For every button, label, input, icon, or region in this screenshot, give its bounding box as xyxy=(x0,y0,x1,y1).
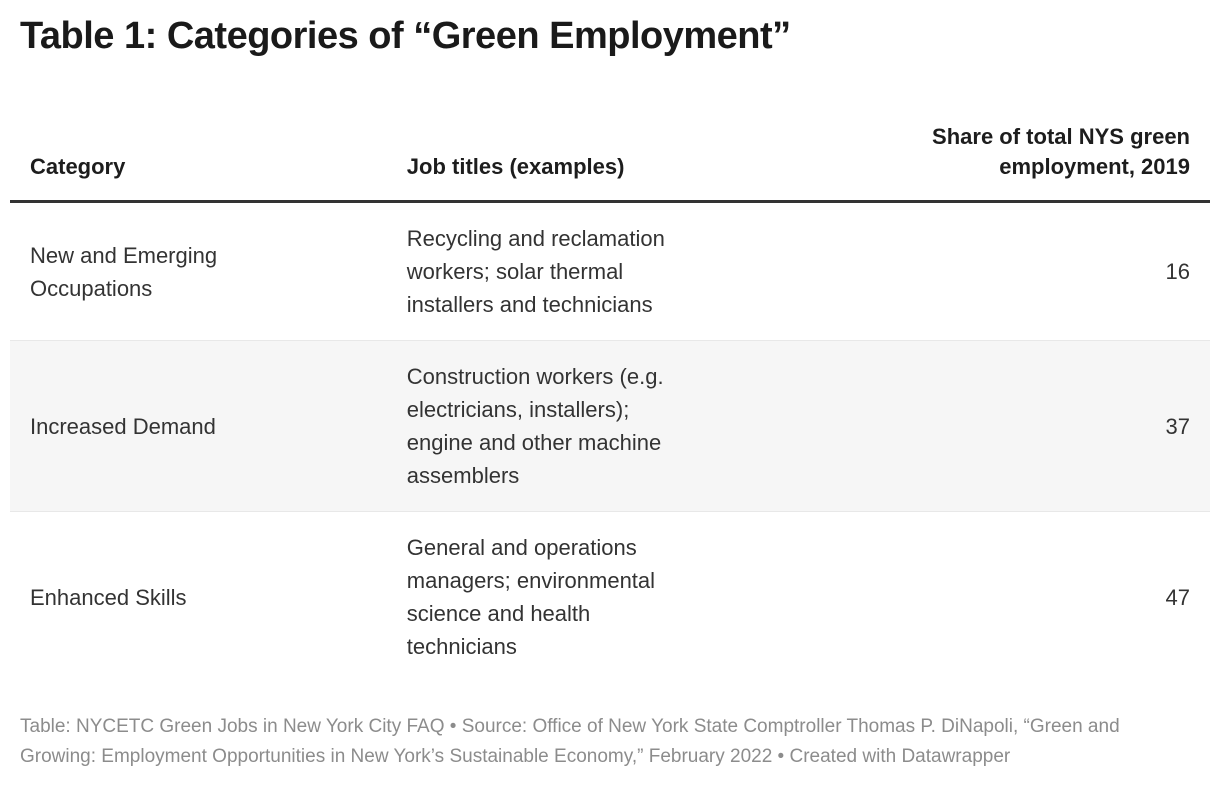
table-container: Category Job titles (examples) Share of … xyxy=(10,107,1210,683)
table-body: New and Emerging Occupations Recycling a… xyxy=(10,202,1210,683)
table-footer: Table: NYCETC Green Jobs in New York Cit… xyxy=(20,712,1198,771)
share-value-text: 16 xyxy=(1165,259,1190,285)
cell-share-value: 37 xyxy=(765,340,1210,512)
cell-job-titles: Recycling and reclamation workers; solar… xyxy=(387,202,766,341)
cell-job-titles: General and operations managers; environ… xyxy=(386,511,766,683)
cell-share-value: 16 xyxy=(766,202,1210,341)
cell-job-titles: Construction workers (e.g. electricians,… xyxy=(386,340,766,512)
share-value-text: 47 xyxy=(1165,584,1190,610)
job-titles-text: Construction workers (e.g. electricians,… xyxy=(406,364,664,489)
table-row: Enhanced Skills General and operations m… xyxy=(10,511,1210,683)
header-row: Category Job titles (examples) Share of … xyxy=(10,107,1210,204)
share-value-text: 37 xyxy=(1165,413,1190,439)
column-header-job-titles: Job titles (examples) xyxy=(386,107,766,204)
column-header-share: Share of total NYS green employment, 201… xyxy=(765,107,1210,204)
category-text: Enhanced Skills xyxy=(30,584,187,610)
job-titles-text: Recycling and reclamation workers; solar… xyxy=(406,226,665,318)
category-text: New and Emerging Occupations xyxy=(30,242,218,301)
cell-category: Increased Demand xyxy=(10,340,387,512)
table-title: Table 1: Categories of “Green Employment… xyxy=(20,15,791,57)
table-header: Category Job titles (examples) Share of … xyxy=(10,107,1210,204)
datawrapper-table-page: Table 1: Categories of “Green Employment… xyxy=(0,14,1220,800)
cell-category: New and Emerging Occupations xyxy=(10,202,387,341)
job-titles-text: General and operations managers; environ… xyxy=(406,535,656,660)
cell-share-value: 47 xyxy=(765,511,1210,683)
footer-text: Table: NYCETC Green Jobs in New York Cit… xyxy=(20,716,1120,767)
green-employment-table: Category Job titles (examples) Share of … xyxy=(10,107,1210,683)
category-text: Increased Demand xyxy=(30,413,216,439)
datawrapper-credit-link[interactable]: Created with Datawrapper xyxy=(789,745,1011,767)
cell-category: Enhanced Skills xyxy=(10,511,387,683)
table-row: Increased Demand Construction workers (e… xyxy=(10,340,1210,512)
column-header-category: Category xyxy=(10,107,387,204)
table-row: New and Emerging Occupations Recycling a… xyxy=(10,202,1210,341)
